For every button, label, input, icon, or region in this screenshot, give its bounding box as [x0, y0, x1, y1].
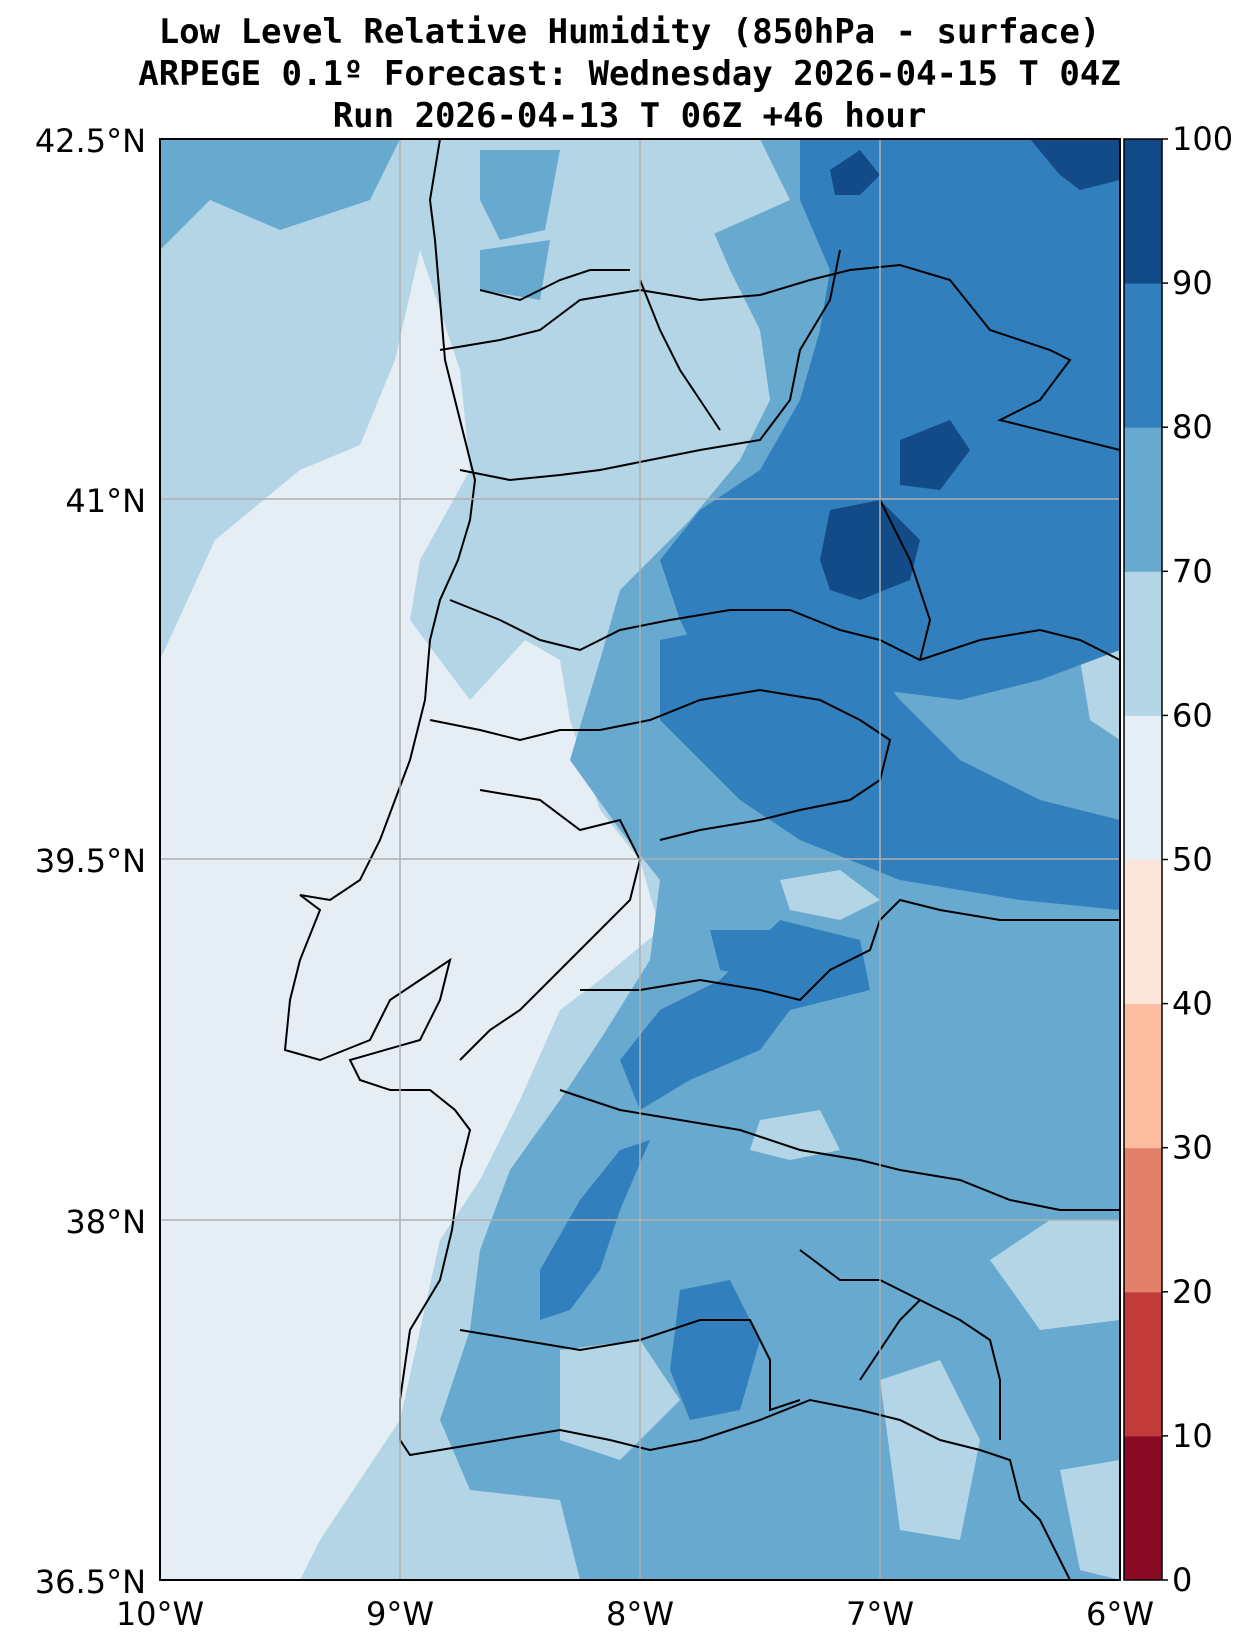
humidity-band-90-100: [1030, 139, 1120, 190]
colorbar-swatch: [1124, 283, 1162, 428]
lat-tick-label: 38°N: [65, 1203, 146, 1241]
border-internal: [639, 279, 721, 431]
humidity-band-80-90: [670, 1280, 760, 1420]
border-internal: [859, 1299, 921, 1381]
colorbar: 0 10 20 30 40 50 60 70 80 90 100: [1123, 120, 1233, 1599]
colorbar-swatch: [1124, 1003, 1162, 1149]
humidity-band-80-90: [660, 139, 1120, 700]
lon-tick-label: 10°W: [116, 1595, 204, 1633]
humidity-band-60-70: [1060, 1460, 1120, 1580]
title-line-3: Run 2026-04-13 T 06Z +46 hour: [332, 96, 927, 136]
humidity-band-60-70: [780, 870, 880, 920]
colorbar-tick-label: 40: [1172, 985, 1213, 1023]
colorbar-tick-label: 0: [1172, 1561, 1192, 1599]
humidity-band-60-70: [560, 1340, 680, 1460]
title-line-2: ARPEGE 0.1º Forecast: Wednesday 2026-04-…: [138, 54, 1121, 94]
border-internal: [479, 269, 630, 302]
border-spain-portugal: [439, 263, 1120, 451]
colorbar-swatch: [1124, 1291, 1162, 1437]
colorbar-tick-label: 60: [1172, 696, 1213, 734]
humidity-band-60-70: [880, 1360, 980, 1540]
lat-tick-label: 42.5°N: [35, 122, 146, 160]
colorbar-swatch: [1124, 427, 1162, 572]
colorbar-tick-label: 30: [1172, 1129, 1213, 1167]
humidity-band-50-60: [160, 250, 660, 1580]
border-internal: [459, 789, 642, 1061]
humidity-band-70-80: [480, 150, 560, 240]
colorbar-tick-label: 50: [1172, 841, 1213, 879]
colorbar-swatch: [1124, 715, 1162, 860]
lat-tick-label: 41°N: [65, 482, 146, 520]
colorbar-swatch: [1124, 1147, 1162, 1293]
humidity-band-70-80: [480, 240, 550, 300]
colorbar-tick-label: 90: [1172, 264, 1213, 302]
colorbar-tick-label: 70: [1172, 552, 1213, 590]
title-line-1: Low Level Relative Humidity (850hPa - su…: [158, 12, 1101, 52]
border-internal: [459, 249, 841, 482]
map-frame: [159, 138, 1121, 1581]
humidity-band-60-70: [640, 139, 790, 240]
border-internal: [459, 1319, 801, 1412]
colorbar-tick-label: 80: [1172, 408, 1213, 446]
border-internal: [429, 688, 892, 841]
colorbar-swatch: [1124, 859, 1162, 1005]
humidity-band-90-100: [820, 500, 920, 600]
colorbar-tick-label: 20: [1172, 1273, 1213, 1311]
border-internal: [799, 1249, 1001, 1440]
lon-tick-label: 8°W: [606, 1595, 674, 1633]
colorbar-swatch: [1124, 139, 1162, 284]
lon-tick-label: 7°W: [846, 1595, 914, 1633]
colorbar-swatch: [1124, 1435, 1162, 1581]
coastlines-and-borders: [283, 139, 1120, 1580]
humidity-band-80-90: [710, 930, 770, 980]
border-internal: [449, 599, 1120, 662]
colorbar-tick-label: 10: [1172, 1417, 1213, 1455]
lat-tick-label: 36.5°N: [35, 1563, 146, 1601]
humidity-band-60-70: [990, 1220, 1120, 1330]
lon-tick-label: 9°W: [366, 1595, 434, 1633]
humidity-band-60-70: [750, 1110, 840, 1160]
lon-tick-label: 6°W: [1086, 1595, 1154, 1633]
lat-tick-label: 39.5°N: [35, 842, 146, 880]
coastline-atlantic: [283, 139, 1071, 1580]
humidity-band-90-100: [830, 150, 880, 195]
humidity-band-60-70: [1080, 650, 1120, 740]
colorbar-tick-label: 100: [1172, 120, 1233, 158]
colorbar-swatch: [1124, 571, 1162, 716]
humidity-band-80-90: [620, 920, 870, 1110]
border-internal: [879, 499, 932, 661]
humidity-band-70-80: [160, 139, 400, 250]
humidity-band-80-90: [540, 1140, 650, 1320]
gridlines: [160, 139, 1120, 1580]
humidity-band-90-100: [900, 420, 970, 490]
border-internal: [559, 1089, 1120, 1211]
border-internal: [580, 898, 1120, 1002]
